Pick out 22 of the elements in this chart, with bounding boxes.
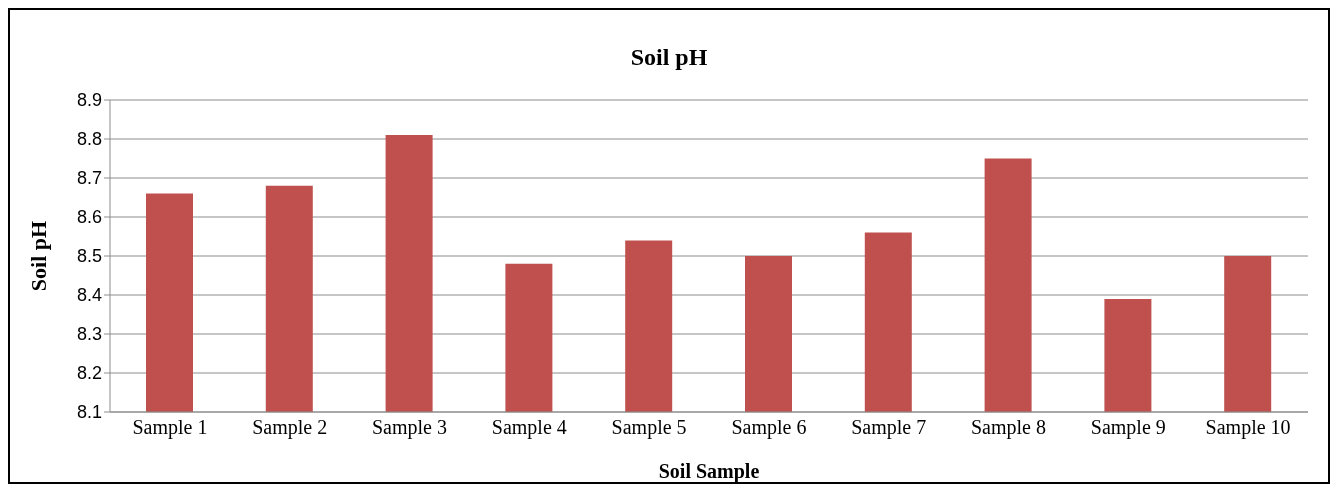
chart-title: Soil pH — [629, 43, 709, 72]
x-tick-label: Sample 8 — [971, 416, 1046, 440]
x-tick-label: Sample 10 — [1205, 416, 1291, 440]
y-tick-label: 8.7 — [76, 168, 102, 189]
y-tick-label: 8.4 — [76, 285, 102, 306]
x-tick-label: Sample 5 — [611, 416, 687, 440]
x-tick-label: Sample 2 — [252, 416, 328, 440]
x-tick-label: Sample 9 — [1090, 416, 1166, 440]
y-tick-label: 8.1 — [76, 402, 102, 423]
x-tick-label: Sample 3 — [372, 416, 447, 440]
y-tick-label: 8.6 — [76, 207, 102, 228]
y-axis-title: Soil pH — [25, 220, 51, 292]
x-axis-title: Soil Sample — [658, 460, 760, 483]
x-tick-label: Sample 1 — [132, 416, 208, 440]
y-tick-label: 8.2 — [76, 363, 102, 384]
y-tick-label: 8.5 — [76, 246, 102, 267]
x-tick-label: Sample 4 — [491, 416, 567, 440]
y-tick-label: 8.8 — [76, 129, 102, 150]
y-tick-label: 8.3 — [76, 324, 102, 345]
x-tick-label: Sample 6 — [731, 416, 807, 440]
x-tick-label: Sample 7 — [851, 416, 927, 440]
y-tick-label: 8.9 — [76, 90, 102, 111]
